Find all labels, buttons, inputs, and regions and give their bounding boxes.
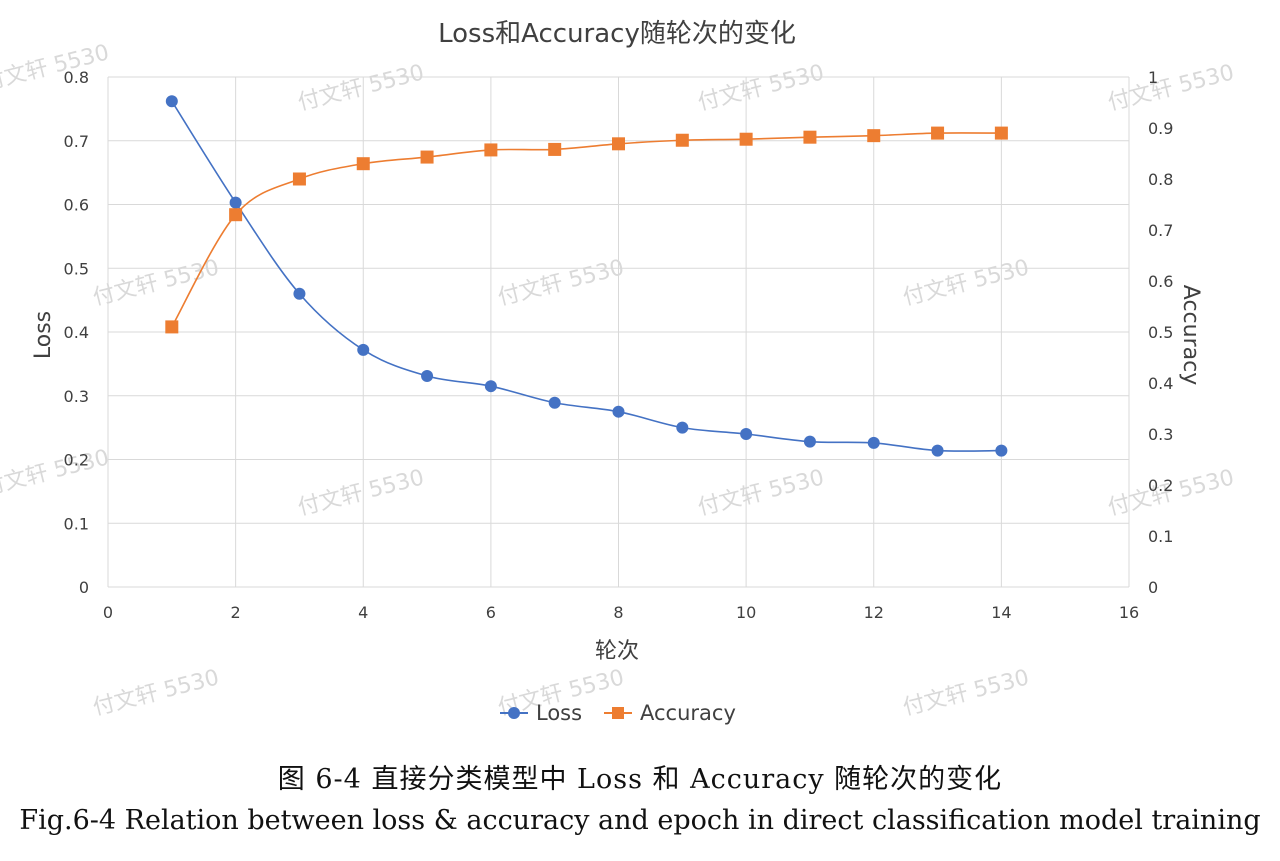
watermark-text: 付文轩 5530	[1105, 60, 1236, 115]
loss-point	[612, 405, 625, 418]
y-tick-label-right: 0.4	[1148, 374, 1173, 393]
loss-point	[803, 435, 816, 448]
loss-point	[293, 287, 306, 300]
loss-point	[165, 95, 178, 108]
accuracy-point	[803, 130, 817, 144]
accuracy-point	[229, 208, 243, 222]
y-tick-label-left: 0.2	[64, 451, 89, 470]
watermark-text: 付文轩 5530	[695, 465, 826, 520]
loss-point	[867, 436, 880, 449]
watermark-text: 付文轩 5530	[295, 60, 426, 115]
accuracy-point	[867, 129, 881, 143]
watermark-text: 付文轩 5530	[495, 255, 626, 310]
loss-series-line	[171, 100, 1002, 452]
legend-loss-marker	[508, 707, 520, 719]
x-axis-title: 轮次	[595, 639, 639, 664]
y-tick-label-left: 0.5	[64, 259, 89, 278]
watermark-text: 付文轩 5530	[695, 60, 826, 115]
series-layer	[165, 95, 1008, 457]
loss-point	[676, 421, 689, 434]
loss-point	[484, 380, 497, 393]
accuracy-point	[356, 157, 370, 171]
legend-accuracy-marker	[612, 707, 624, 719]
legend-accuracy-label: Accuracy	[640, 701, 736, 725]
y-tick-label-right: 0.7	[1148, 221, 1173, 240]
loss-accuracy-chart: 付文轩 5530 付文轩 5530 付文轩 5530 付文轩 5530 付文轩 5530…	[0, 19, 1237, 725]
y-tick-label-right: 0.5	[1148, 323, 1173, 342]
accuracy-point	[739, 132, 753, 146]
y-tick-label-left: 0.6	[64, 196, 89, 215]
loss-point	[229, 196, 242, 209]
y-tick-label-left: 0	[79, 578, 89, 597]
accuracy-point	[292, 172, 306, 186]
y-tick-label-right: 0.1	[1148, 527, 1173, 546]
loss-point	[931, 444, 944, 457]
figure-caption-english: Fig.6-4 Relation between loss & accuracy…	[19, 805, 1261, 836]
y-tick-label-left: 0.3	[64, 387, 89, 406]
y-tick-label-left: 0.1	[64, 514, 89, 533]
loss-point	[740, 428, 753, 440]
chart-title: Loss和Accuracy随轮次的变化	[438, 19, 796, 49]
tick-layer: 0 0.1 0.2 0.3 0.4 0.5 0.6 0.7 0.8 0 2 4 6 8 10 12 14 16 0 0…	[64, 68, 1174, 622]
y-tick-label-left: 0.4	[64, 323, 89, 342]
x-tick-label: 0	[103, 603, 113, 622]
y-axis-title-left: Loss	[31, 311, 56, 359]
watermark-text: 付文轩 5530	[900, 255, 1031, 310]
x-tick-label: 8	[613, 603, 623, 622]
x-tick-label: 16	[1119, 603, 1139, 622]
accuracy-point	[420, 150, 434, 164]
accuracy-point	[931, 126, 945, 140]
loss-point	[548, 396, 561, 409]
x-tick-label: 14	[991, 603, 1011, 622]
x-tick-label: 4	[358, 603, 368, 622]
y-tick-label-right: 0.2	[1148, 476, 1173, 495]
x-tick-label: 10	[736, 603, 756, 622]
x-tick-label: 2	[231, 603, 241, 622]
watermark-text: 付文轩 5530	[90, 255, 221, 310]
x-tick-label: 12	[864, 603, 884, 622]
accuracy-point	[165, 320, 179, 334]
loss-point	[357, 343, 370, 356]
y-tick-label-right: 1	[1148, 68, 1158, 87]
y-tick-label-right: 0.9	[1148, 119, 1173, 138]
watermark-text: 付文轩 5530	[900, 665, 1031, 720]
y-tick-label-right: 0.6	[1148, 272, 1173, 291]
accuracy-point	[612, 137, 625, 151]
grid-layer	[107, 76, 1130, 588]
loss-point	[995, 444, 1008, 457]
legend-loss-label: Loss	[536, 701, 582, 725]
accuracy-point	[675, 133, 689, 147]
watermark-text: 付文轩 5530	[0, 40, 112, 95]
y-tick-label-left: 0.7	[64, 132, 89, 151]
y-tick-label-right: 0.8	[1148, 170, 1173, 189]
y-tick-label-right: 0.3	[1148, 425, 1173, 444]
figure-caption-chinese: 图 6-4 直接分类模型中 Loss 和 Accuracy 随轮次的变化	[277, 764, 1003, 795]
y-axis-title-right: Accuracy	[1178, 285, 1203, 385]
accuracy-point	[484, 143, 498, 157]
accuracy-point	[548, 142, 562, 156]
watermark-text: 付文轩 5530	[295, 465, 426, 520]
loss-point	[421, 369, 434, 382]
x-tick-label: 6	[486, 603, 496, 622]
y-tick-label-left: 0.8	[64, 68, 89, 87]
watermark-text: 付文轩 5530	[0, 445, 112, 500]
watermark-text: 付文轩 5530	[90, 665, 221, 720]
y-tick-label-right: 0	[1148, 578, 1158, 597]
legend: Loss Accuracy	[500, 701, 736, 725]
accuracy-point	[994, 126, 1008, 140]
